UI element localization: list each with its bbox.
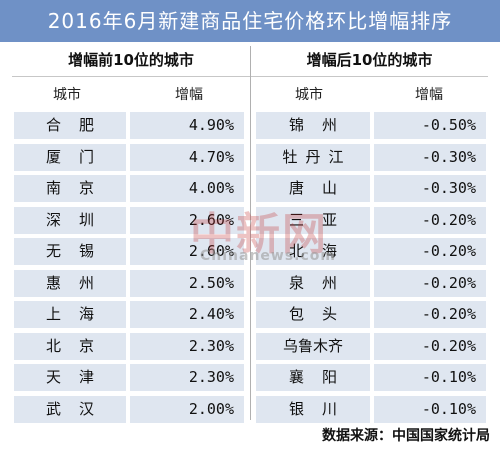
- bottom10-change-9: -0.10%: [374, 364, 486, 391]
- top10-change-10: 2.00%: [130, 395, 244, 423]
- top10-city-1: 合肥: [14, 112, 126, 139]
- change-value: 4.90%: [188, 116, 234, 134]
- city-label: 银川: [288, 399, 355, 418]
- change-value: -0.30%: [421, 179, 476, 197]
- city-label: 襄阳: [288, 368, 355, 386]
- change-value: -0.20%: [421, 242, 476, 260]
- bottom10-change-2: -0.30%: [374, 143, 486, 171]
- bottom10-change-1: -0.50%: [374, 112, 486, 139]
- city-label: 上海: [45, 305, 112, 323]
- chart-title: 2016年6月新建商品住宅价格环比增幅排序: [0, 0, 500, 42]
- city-label: 惠州: [45, 273, 112, 292]
- top10-city-5: 无锡: [14, 238, 126, 265]
- bottom10-change-3: -0.30%: [374, 175, 486, 202]
- city-label: 北海: [288, 242, 355, 260]
- change-value: 2.40%: [188, 305, 234, 323]
- bottom10-city-8: 乌鲁木齐: [256, 332, 370, 360]
- top10-city-2: 厦门: [14, 143, 126, 171]
- change-value: 2.30%: [188, 368, 234, 386]
- change-value: 2.50%: [188, 273, 234, 292]
- change-value: 2.60%: [188, 210, 234, 229]
- watermark-url: Chinanews.com: [200, 248, 337, 264]
- bottom10-city-9: 襄阳: [256, 364, 370, 391]
- change-value: 2.60%: [188, 242, 234, 260]
- city-label: 北京: [45, 336, 112, 355]
- bottom10-change-7: -0.20%: [374, 301, 486, 328]
- bottom10-city-1: 锦州: [256, 112, 370, 139]
- top10-change-7: 2.40%: [130, 301, 244, 328]
- change-value: -0.20%: [421, 273, 476, 292]
- city-label: 乌鲁木齐: [282, 336, 343, 355]
- top10-col-change: 增幅: [175, 87, 203, 103]
- city-label: 牡丹江: [282, 147, 352, 166]
- top10-change-5: 2.60%: [130, 238, 244, 265]
- city-label: 三亚: [288, 210, 355, 229]
- change-value: 2.30%: [188, 336, 234, 355]
- city-label: 合肥: [45, 116, 112, 134]
- change-value: -0.10%: [421, 399, 476, 418]
- bottom10-change-8: -0.20%: [374, 332, 486, 360]
- top10-section-header: 增幅前10位的城市: [68, 51, 194, 69]
- city-label: 包头: [288, 305, 355, 323]
- top10-city-6: 惠州: [14, 269, 126, 297]
- change-value: 2.00%: [188, 399, 234, 418]
- bottom10-col-change: 增幅: [415, 87, 443, 103]
- change-value: -0.10%: [421, 368, 476, 386]
- top10-change-6: 2.50%: [130, 269, 244, 297]
- bottom10-change-10: -0.10%: [374, 395, 486, 423]
- top10-change-4: 2.60%: [130, 206, 244, 234]
- bottom10-city-4: 三亚: [256, 206, 370, 234]
- top10-col-city: 城市: [53, 87, 81, 103]
- bottom10-col-city: 城市: [295, 87, 323, 103]
- watermark-logo: 中新网: [190, 209, 328, 260]
- bottom10-city-6: 泉州: [256, 269, 370, 297]
- bottom10-city-7: 包头: [256, 301, 370, 328]
- bottom10-change-4: -0.20%: [374, 206, 486, 234]
- city-label: 天津: [45, 368, 112, 386]
- top10-city-10: 武汉: [14, 395, 126, 423]
- top10-city-7: 上海: [14, 301, 126, 328]
- bottom10-change-6: -0.20%: [374, 269, 486, 297]
- change-value: -0.20%: [421, 305, 476, 323]
- city-label: 无锡: [45, 242, 112, 260]
- change-value: 4.70%: [188, 147, 234, 166]
- bottom10-city-3: 唐山: [256, 175, 370, 202]
- top10-change-8: 2.30%: [130, 332, 244, 360]
- bottom10-city-5: 北海: [256, 238, 370, 265]
- top10-change-2: 4.70%: [130, 143, 244, 171]
- change-value: -0.30%: [421, 147, 476, 166]
- city-label: 锦州: [288, 116, 355, 134]
- top10-change-3: 4.00%: [130, 175, 244, 202]
- top10-city-8: 北京: [14, 332, 126, 360]
- top10-city-3: 南京: [14, 175, 126, 202]
- change-value: -0.20%: [421, 210, 476, 229]
- city-label: 深圳: [45, 210, 112, 229]
- city-label: 厦门: [45, 147, 112, 166]
- city-label: 唐山: [288, 179, 355, 197]
- city-label: 南京: [45, 179, 112, 197]
- bottom10-change-5: -0.20%: [374, 238, 486, 265]
- top10-change-9: 2.30%: [130, 364, 244, 391]
- change-value: -0.50%: [421, 116, 476, 134]
- top10-city-4: 深圳: [14, 206, 126, 234]
- change-value: -0.20%: [421, 336, 476, 355]
- table-divider: [250, 46, 251, 420]
- top10-change-1: 4.90%: [130, 112, 244, 139]
- data-source: 数据来源：中国国家统计局: [322, 428, 490, 444]
- city-label: 泉州: [288, 273, 355, 292]
- bottom10-section-header: 增幅后10位的城市: [306, 51, 433, 69]
- bottom10-city-10: 银川: [256, 395, 370, 423]
- change-value: 4.00%: [188, 179, 234, 197]
- bottom10-city-2: 牡丹江: [256, 143, 370, 171]
- city-label: 武汉: [45, 399, 112, 418]
- top10-city-9: 天津: [14, 364, 126, 391]
